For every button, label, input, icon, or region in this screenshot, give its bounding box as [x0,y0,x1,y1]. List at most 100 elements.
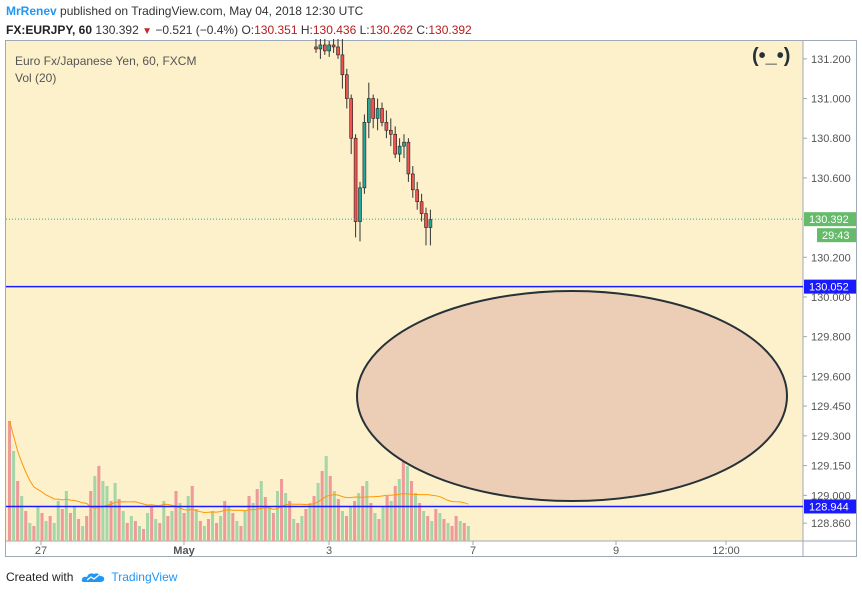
y-tick-label: 129.800 [811,332,851,344]
volume-bar [393,486,397,541]
volume-bar [336,499,340,541]
y-tick-label: 129.300 [811,431,851,443]
volume-bar [369,503,373,541]
volume-bar [68,513,72,541]
volume-bar [259,481,263,541]
candle-body [410,173,415,191]
y-tick-label: 131.200 [811,54,851,66]
created-with-text: Created with [6,570,74,584]
low-value: 130.262 [369,23,413,37]
ellipse-annotation [356,290,788,502]
volume-bar [28,523,32,541]
y-tick-label: 129.450 [811,401,851,413]
candle-body [340,54,345,76]
volume-bar [397,479,401,541]
candle-body [402,141,406,147]
candle-body [406,141,411,175]
volume-bar [357,493,361,541]
volume-bar [12,451,16,541]
volume-bar [109,501,113,541]
volume-bar [219,516,223,541]
volume-bar [422,511,426,541]
author-link[interactable]: MrRenev [6,4,57,18]
close-value: 130.392 [428,23,472,37]
volume-bar [377,519,381,541]
volume-bar [178,503,182,541]
volume-bar [438,513,442,541]
y-tick-label: 129.600 [811,371,851,383]
last-price: 130.392 [95,23,139,37]
volume-bar [434,509,438,541]
candle-body [397,145,402,155]
volume-bar [97,466,101,541]
volume-bar [190,486,194,541]
volume-bar [81,526,85,541]
volume-bar [332,491,336,541]
open-label: O: [241,23,255,37]
volume-bar [121,511,125,541]
y-tick-label: 130.200 [811,252,851,264]
time-axis [6,541,856,556]
volume-ma-line [9,420,469,514]
candle-body [415,189,420,203]
chart-frame [5,40,857,557]
volume-legend: Vol (20) [15,71,57,85]
emoticon-watermark-icon: (•_•) [752,45,790,67]
volume-bar [385,496,389,541]
volume-bar [373,513,377,541]
volume-bar [462,523,466,541]
volume-bar [150,506,154,541]
volume-bar [52,523,56,541]
volume-bar [312,496,316,541]
candle-body [419,201,424,214]
candle-body [314,46,318,50]
publish-line: MrRenev published on TradingView.com, Ma… [6,4,363,18]
volume-bar [235,521,239,541]
change-value: −0.521 (−0.4%) [155,23,239,37]
candle-body [358,187,362,222]
high-value: 130.436 [312,23,357,37]
candle-body [380,108,384,123]
volume-bar [182,513,186,541]
volume-bar [125,523,129,541]
chart-canvas[interactable]: 130.052 128.944 131.200 131.000 130.800 130.6… [0,0,862,560]
low-label: L: [359,23,370,37]
volume-bar [141,529,146,541]
x-tick-label: 7 [470,545,476,557]
volume-bar [158,523,162,541]
volume-bar [72,506,77,541]
volume-bar [162,501,166,541]
tradingview-brand-link[interactable]: TradingView [111,570,178,584]
volume-bar [365,481,369,541]
volume-bar [40,513,44,541]
volume-bar [56,501,60,541]
volume-bar [450,526,454,541]
volume-bar [166,516,170,541]
x-tick-label: 3 [326,545,332,557]
candle-body [375,108,380,119]
volume-bar [146,513,150,541]
volume-bar [85,516,89,541]
countdown-tag [817,228,856,243]
volume-bar [170,511,174,541]
y-tick-label: 130.600 [811,173,851,185]
candle-body [428,219,433,228]
candle-body [371,98,376,119]
volume-bar [251,503,255,541]
current-price-label: 130.392 [809,214,849,226]
volume-bar [328,476,332,541]
volume-bar [430,521,434,541]
volume-bar [202,526,206,541]
volume-bar [361,486,365,541]
volume-bar [44,521,48,541]
y-tick-label: 128.860 [811,518,851,530]
candle-body [424,213,428,228]
volume-bar [48,516,52,541]
volume-bar [154,519,158,541]
symbol-label: FX:EURJPY, 60 [6,23,93,37]
volume-bar [105,486,109,541]
volume-bar [137,526,141,541]
volume-bar [401,451,405,541]
volume-bar [300,516,304,541]
volume-bar [353,501,357,541]
